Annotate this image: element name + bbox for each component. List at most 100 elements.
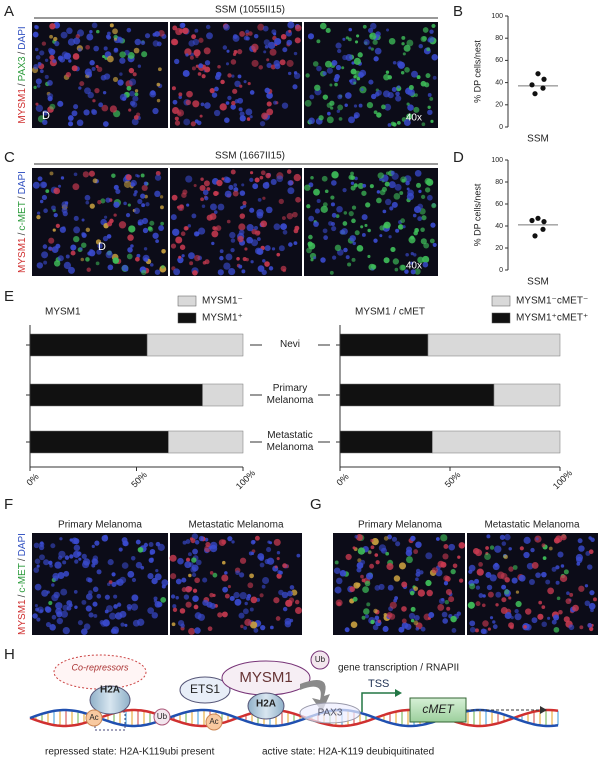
- cell: [266, 108, 274, 116]
- cell: [548, 546, 553, 551]
- cell: [259, 562, 265, 568]
- cell: [281, 216, 286, 220]
- cell: [362, 586, 369, 594]
- cell: [226, 49, 230, 53]
- cell: [60, 588, 68, 596]
- cell: [60, 610, 68, 618]
- cell: [373, 238, 378, 243]
- cell: [96, 66, 103, 73]
- cell: [335, 64, 342, 71]
- panel-title: SSM (1667II15): [215, 151, 285, 162]
- cell: [395, 91, 400, 97]
- x-tick-label: SSM: [527, 134, 549, 145]
- micrograph-group: [32, 168, 438, 276]
- cell: [370, 545, 375, 550]
- y-tick-label: 0: [499, 267, 503, 274]
- cell: [80, 257, 85, 262]
- cell: [83, 109, 90, 116]
- cell: [500, 572, 508, 580]
- cell: [500, 607, 508, 614]
- cell: [120, 622, 125, 627]
- cell: [62, 226, 66, 230]
- cell: [286, 39, 293, 46]
- cell: [106, 55, 114, 63]
- cell: [177, 557, 184, 565]
- cell: [512, 565, 518, 570]
- cell: [438, 598, 445, 605]
- cell: [273, 100, 278, 105]
- cell: [322, 94, 329, 100]
- cell: [437, 560, 445, 568]
- cell: [364, 580, 371, 587]
- cell: [280, 223, 287, 231]
- cell: [88, 249, 96, 257]
- cell: [174, 120, 181, 126]
- cell: [589, 626, 594, 632]
- cell: [107, 264, 114, 271]
- cell: [221, 574, 229, 582]
- panel-letter: H: [4, 646, 15, 663]
- cell: [351, 218, 356, 224]
- cell: [222, 45, 228, 50]
- cell: [147, 607, 155, 615]
- cell: [320, 22, 327, 30]
- cell: [228, 184, 234, 190]
- cell: [231, 540, 235, 544]
- cell: [422, 255, 430, 264]
- cell: [51, 614, 57, 620]
- cell: [150, 263, 154, 267]
- cell: [194, 627, 201, 634]
- cell: [211, 230, 219, 238]
- cell: [555, 565, 560, 570]
- cell: [218, 539, 226, 546]
- cell: [191, 572, 197, 578]
- category-label: Metastatic Melanoma: [266, 430, 314, 453]
- cell: [422, 261, 429, 268]
- cell: [578, 585, 585, 592]
- cell: [288, 29, 292, 33]
- cell: [44, 74, 49, 79]
- legend-label: MYSM1⁻: [202, 296, 243, 307]
- cell: [113, 201, 120, 208]
- cell: [431, 23, 436, 28]
- micrograph-group: [32, 533, 302, 636]
- cell: [514, 613, 522, 621]
- cell: [480, 628, 487, 634]
- cell: [244, 618, 252, 626]
- cell: [160, 205, 164, 210]
- cell: [113, 37, 118, 41]
- cell: [103, 46, 108, 51]
- cell: [316, 65, 322, 72]
- cell: [207, 626, 213, 631]
- cell: [106, 35, 112, 40]
- cell: [334, 74, 340, 80]
- cell: [230, 104, 236, 110]
- cell: [329, 83, 333, 87]
- cell: [160, 596, 167, 603]
- cell: [420, 626, 426, 632]
- y-tick-label: 60: [495, 201, 503, 208]
- cell: [92, 99, 96, 103]
- cell: [387, 92, 394, 99]
- cell: [401, 618, 407, 624]
- cell: [489, 574, 497, 582]
- cell: [157, 67, 162, 72]
- cell: [69, 603, 73, 608]
- cell: [159, 195, 164, 199]
- cell: [142, 227, 149, 234]
- cell: [266, 62, 272, 69]
- cell: [109, 105, 117, 113]
- legend-swatch: [491, 295, 511, 307]
- cell: [568, 624, 575, 631]
- cell: [204, 102, 211, 109]
- cell: [92, 601, 98, 607]
- h2a-label: H2A: [100, 685, 120, 696]
- cell: [52, 575, 59, 582]
- cell: [192, 548, 198, 555]
- cell: [445, 588, 452, 596]
- bar-segment: [339, 333, 429, 357]
- cell: [556, 596, 561, 601]
- cell: [383, 257, 390, 264]
- cell: [425, 73, 431, 79]
- panel-letter: D: [453, 149, 464, 166]
